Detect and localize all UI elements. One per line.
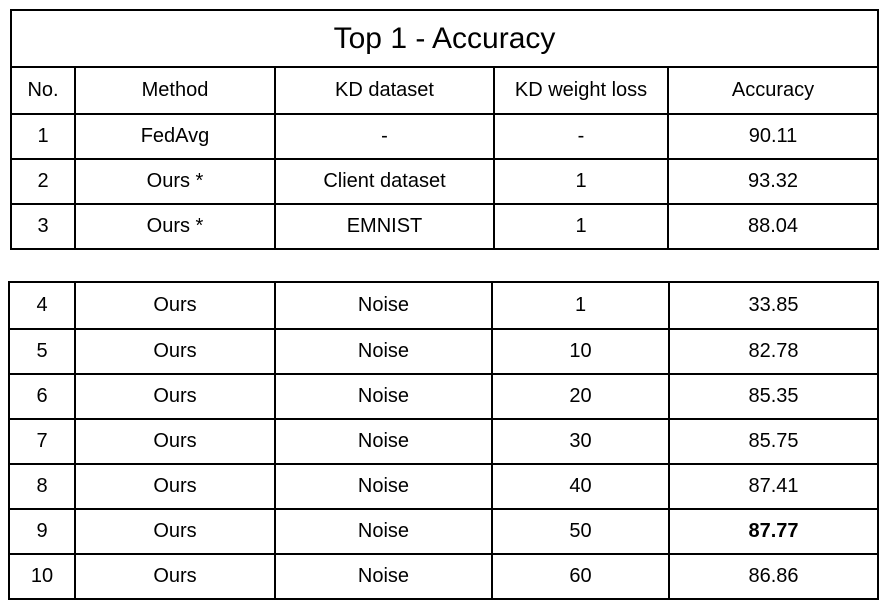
table-row: 8 Ours Noise 40 87.41 bbox=[8, 463, 879, 510]
header-accuracy: Accuracy bbox=[666, 66, 880, 115]
cell-no: 2 bbox=[10, 158, 76, 205]
table-row: 5 Ours Noise 10 82.78 bbox=[8, 328, 879, 375]
cell-method: Ours bbox=[74, 281, 276, 330]
cell-kd-weight-loss: 1 bbox=[491, 281, 670, 330]
cell-no: 9 bbox=[8, 508, 76, 555]
cell-method: Ours bbox=[74, 373, 276, 420]
cell-method: Ours * bbox=[74, 203, 276, 250]
table-row: 2 Ours * Client dataset 1 93.32 bbox=[10, 158, 880, 205]
cell-accuracy: 86.86 bbox=[668, 553, 879, 600]
cell-kd-dataset: EMNIST bbox=[274, 203, 495, 250]
header-row: No. Method KD dataset KD weight loss Acc… bbox=[10, 66, 880, 115]
cell-method: Ours bbox=[74, 553, 276, 600]
cell-kd-dataset: Noise bbox=[274, 281, 493, 330]
cell-accuracy: 87.41 bbox=[668, 463, 879, 510]
cell-kd-weight-loss: 10 bbox=[491, 328, 670, 375]
cell-kd-dataset: Noise bbox=[274, 553, 493, 600]
header-no: No. bbox=[10, 66, 76, 115]
cell-no: 6 bbox=[8, 373, 76, 420]
cell-method: Ours bbox=[74, 463, 276, 510]
header-method: Method bbox=[74, 66, 276, 115]
cell-accuracy: 87.77 bbox=[668, 508, 879, 555]
cell-method: Ours * bbox=[74, 158, 276, 205]
cell-no: 5 bbox=[8, 328, 76, 375]
cell-no: 8 bbox=[8, 463, 76, 510]
cell-kd-weight-loss: - bbox=[493, 113, 669, 160]
cell-kd-dataset: - bbox=[274, 113, 495, 160]
cell-no: 1 bbox=[10, 113, 76, 160]
cell-kd-weight-loss: 1 bbox=[493, 158, 669, 205]
cell-kd-weight-loss: 50 bbox=[491, 508, 670, 555]
header-kd-weight-loss: KD weight loss bbox=[493, 66, 669, 115]
table-row: 7 Ours Noise 30 85.75 bbox=[8, 418, 879, 465]
cell-accuracy: 33.85 bbox=[668, 281, 879, 330]
cell-kd-weight-loss: 40 bbox=[491, 463, 670, 510]
cell-accuracy: 88.04 bbox=[666, 203, 880, 250]
cell-method: Ours bbox=[74, 418, 276, 465]
table-row: 1 FedAvg - -90.11 bbox=[10, 113, 880, 160]
cell-kd-dataset: Client dataset bbox=[274, 158, 495, 205]
table-row: 3 Ours * EMNIST 1 88.04 bbox=[10, 203, 880, 250]
cell-method: Ours bbox=[74, 508, 276, 555]
table-row: 9 Ours Noise 50 87.77 bbox=[8, 508, 879, 555]
results-table-top: Top 1 - Accuracy No. Method KD dataset K… bbox=[9, 9, 880, 250]
cell-no: 3 bbox=[10, 203, 76, 250]
cell-accuracy: 93.32 bbox=[666, 158, 880, 205]
cell-kd-weight-loss: 20 bbox=[491, 373, 670, 420]
table-row: 6 Ours Noise 20 85.35 bbox=[8, 373, 879, 420]
cell-kd-dataset: Noise bbox=[274, 463, 493, 510]
header-kd-dataset: KD dataset bbox=[274, 66, 495, 115]
cell-no: 7 bbox=[8, 418, 76, 465]
cell-accuracy: 85.35 bbox=[668, 373, 879, 420]
table-title: Top 1 - Accuracy bbox=[9, 9, 880, 68]
cell-accuracy: 85.75 bbox=[668, 418, 879, 465]
results-table-bottom: 4 Ours Noise 1 33.85 5 Ours Noise 10 82.78 6 Ours No… bbox=[8, 281, 879, 600]
cell-accuracy: 82.78 bbox=[668, 328, 879, 375]
cell-kd-weight-loss: 60 bbox=[491, 553, 670, 600]
cell-kd-weight-loss: 1 bbox=[493, 203, 669, 250]
cell-accuracy: 90.11 bbox=[666, 113, 880, 160]
cell-no: 10 bbox=[8, 553, 76, 600]
cell-kd-dataset: Noise bbox=[274, 508, 493, 555]
table-row: 4 Ours Noise 1 33.85 bbox=[8, 281, 879, 330]
table-row: 10 Ours Noise 60 86.86 bbox=[8, 553, 879, 600]
cell-kd-dataset: Noise bbox=[274, 328, 493, 375]
cell-kd-dataset: Noise bbox=[274, 418, 493, 465]
cell-method: Ours bbox=[74, 328, 276, 375]
cell-no: 4 bbox=[8, 281, 76, 330]
table-bottom-body: 4 Ours Noise 1 33.85 5 Ours Noise 10 82.78 6 Ours No… bbox=[8, 281, 879, 600]
title-row: Top 1 - Accuracy bbox=[9, 9, 880, 68]
cell-kd-weight-loss: 30 bbox=[491, 418, 670, 465]
cell-kd-dataset: Noise bbox=[274, 373, 493, 420]
cell-method: FedAvg bbox=[74, 113, 276, 160]
table-top-body: 1 FedAvg - -90.11 2 Ours * Client dataset 1 93.3… bbox=[10, 113, 880, 250]
